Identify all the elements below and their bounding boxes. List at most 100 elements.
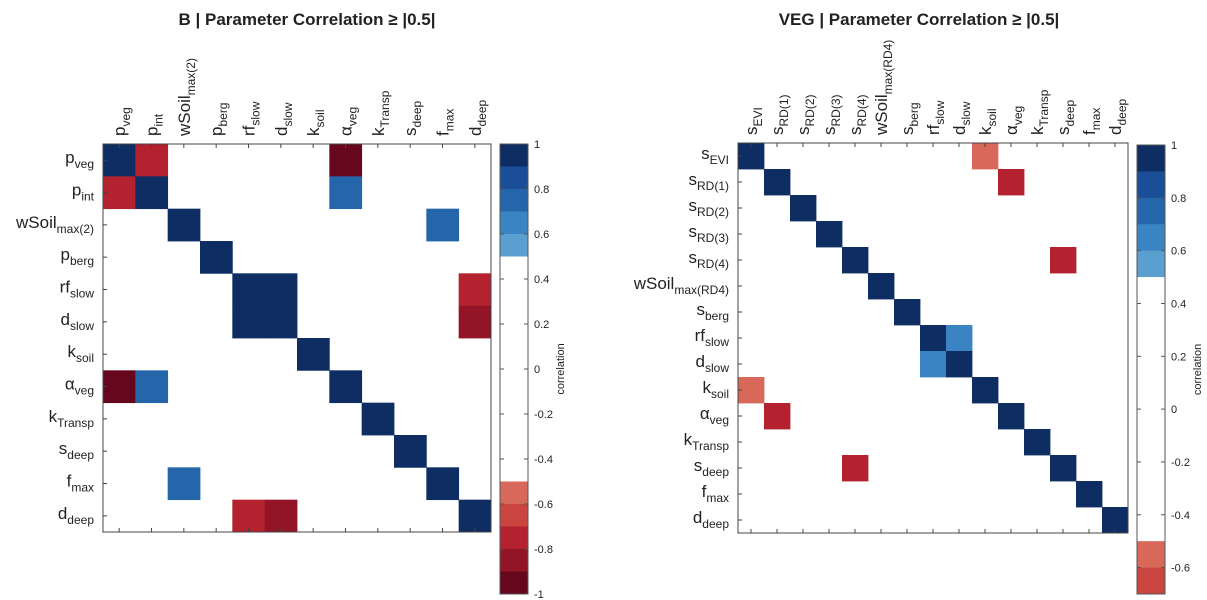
heatmap-cell: [329, 370, 363, 404]
colorbar-segment: [500, 279, 528, 302]
x-tick-label-wsoil-max-rd4: wSoilmax(RD4): [872, 40, 895, 136]
x-tick-label-s-evi: sEVI: [742, 107, 765, 135]
y-tick-label-k-soil: ksoil: [67, 342, 94, 365]
heatmap-cell: [232, 499, 266, 533]
colorbar-segment: [1137, 171, 1165, 199]
heatmap-cell: [426, 467, 460, 501]
x-tick-label-d-slow: dslow: [950, 101, 973, 135]
x-tick-label-d-deep: ddeep: [466, 100, 489, 136]
colorbar-segment: [1137, 197, 1165, 225]
heatmap-cell: [232, 273, 266, 307]
colorbar-tick-label: 0: [534, 364, 540, 376]
colorbar-segment: [500, 414, 528, 437]
y-tick-label-s-rd-3: sRD(3): [689, 222, 730, 245]
y-tick-label-rf-slow: rfslow: [695, 326, 730, 349]
y-tick-label-p-veg: pveg: [65, 148, 94, 171]
colorbar-segment: [1137, 224, 1165, 251]
heatmap-cell: [458, 273, 492, 307]
y-tick-label-s-deep: sdeep: [694, 456, 730, 479]
x-tick-label-k-soil: ksoil: [976, 108, 999, 135]
heatmap-cell: [135, 144, 169, 177]
heatmap-cell: [1076, 481, 1103, 508]
colorbar-segment: [500, 459, 528, 482]
y-tick-label-s-deep: sdeep: [59, 439, 95, 462]
y-tick-label-s-berg: sberg: [696, 300, 729, 323]
heatmap-cell: [458, 305, 492, 339]
colorbar-tick-label: 0.6: [1171, 246, 1186, 258]
plot-frame: [102, 143, 492, 533]
heatmap-cell: [946, 351, 973, 378]
colorbar-segment: [500, 526, 528, 550]
y-tick-label-s-rd-1: sRD(1): [689, 170, 730, 193]
x-tick-label-f-max: fmax: [1080, 108, 1103, 135]
heatmap-cell: [103, 144, 136, 177]
colorbar-tick-label: -0.2: [1171, 457, 1190, 469]
heatmap-cell: [264, 273, 298, 307]
x-tick-label-s-rd-1: sRD(1): [768, 94, 791, 135]
colorbar-segment: [500, 144, 528, 167]
heatmap-cell: [816, 221, 843, 248]
heatmap-cell: [167, 208, 201, 242]
x-tick-label-p-veg: pveg: [110, 107, 133, 136]
colorbar-segment: [500, 481, 528, 505]
heatmap-cell: [998, 403, 1025, 430]
colorbar-segment: [1137, 145, 1165, 172]
heatmap-cell: [894, 299, 921, 326]
x-tick-label-p-int: pint: [143, 113, 166, 136]
colorbar-tick-label: 1: [534, 139, 540, 151]
colorbar-segment: [1137, 461, 1165, 489]
x-tick-label-k-transp: kTransp: [1028, 89, 1051, 135]
heatmap-cell: [103, 176, 136, 210]
heatmap-cell: [972, 377, 999, 404]
heatmap-cell: [232, 305, 266, 339]
y-tick-label-rf-slow: rfslow: [60, 278, 95, 301]
y-tick-label-wsoil-max-rd4: wSoilmax(RD4): [633, 274, 729, 297]
heatmap-cell: [1050, 247, 1077, 274]
heatmap-cell: [920, 351, 947, 378]
heatmap-cell: [738, 143, 765, 170]
x-tick-label-k-soil: ksoil: [304, 109, 327, 136]
colorbar-tick-label: 0.2: [1171, 351, 1186, 363]
colorbar-label: correlation: [555, 343, 567, 394]
y-tick-label-s-rd-2: sRD(2): [689, 196, 730, 219]
y-tick-label-alpha-veg: αveg: [65, 375, 94, 398]
colorbar-segment: [500, 369, 528, 392]
colorbar-segment: [1137, 329, 1165, 357]
x-tick-label-d-slow: dslow: [272, 102, 295, 136]
heatmap-cell: [920, 325, 947, 352]
colorbar-tick-label: 1: [1171, 140, 1177, 152]
colorbar-tick-label: 0: [1171, 404, 1177, 416]
x-tick-label-s-deep: sdeep: [401, 100, 424, 136]
heatmap-cell: [790, 195, 817, 222]
colorbar-segment: [1137, 488, 1165, 516]
x-tick-label-rf-slow: rfslow: [240, 101, 263, 136]
colorbar-segment: [1137, 277, 1165, 304]
colorbar-tick-label: -0.8: [534, 544, 553, 556]
x-tick-label-alpha-veg: αveg: [337, 107, 360, 136]
y-tick-label-d-slow: dslow: [696, 352, 730, 375]
colorbar-segment: [1137, 435, 1165, 463]
x-tick-label-s-rd-2: sRD(2): [794, 94, 817, 135]
colorbar-tick-label: 0.8: [534, 184, 549, 196]
colorbar-segment: [500, 391, 528, 415]
colorbar-tick-label: 0.8: [1171, 193, 1186, 205]
colorbar-segment: [500, 234, 528, 257]
colorbar-segment: [500, 504, 528, 527]
x-tick-label-f-max: fmax: [434, 109, 457, 136]
y-tick-label-d-deep: ddeep: [693, 508, 729, 531]
colorbar-segment: [500, 256, 528, 280]
colorbar-segment: [1137, 409, 1165, 436]
heatmap-cell: [842, 455, 869, 482]
y-tick-label-p-berg: pberg: [61, 245, 95, 268]
x-tick-label-k-transp: kTransp: [369, 90, 392, 136]
heatmap-cell: [200, 241, 233, 274]
colorbar-segment: [1137, 567, 1165, 595]
y-tick-label-k-transp: kTransp: [684, 430, 730, 453]
heatmap-cell: [868, 273, 895, 300]
x-tick-label-s-rd-4: sRD(4): [846, 94, 869, 135]
colorbar-segment: [500, 211, 528, 235]
x-tick-label-s-deep: sdeep: [1054, 99, 1077, 135]
colorbar-tick-label: -0.4: [1171, 510, 1190, 522]
colorbar-tick-label: -0.6: [1171, 563, 1190, 575]
